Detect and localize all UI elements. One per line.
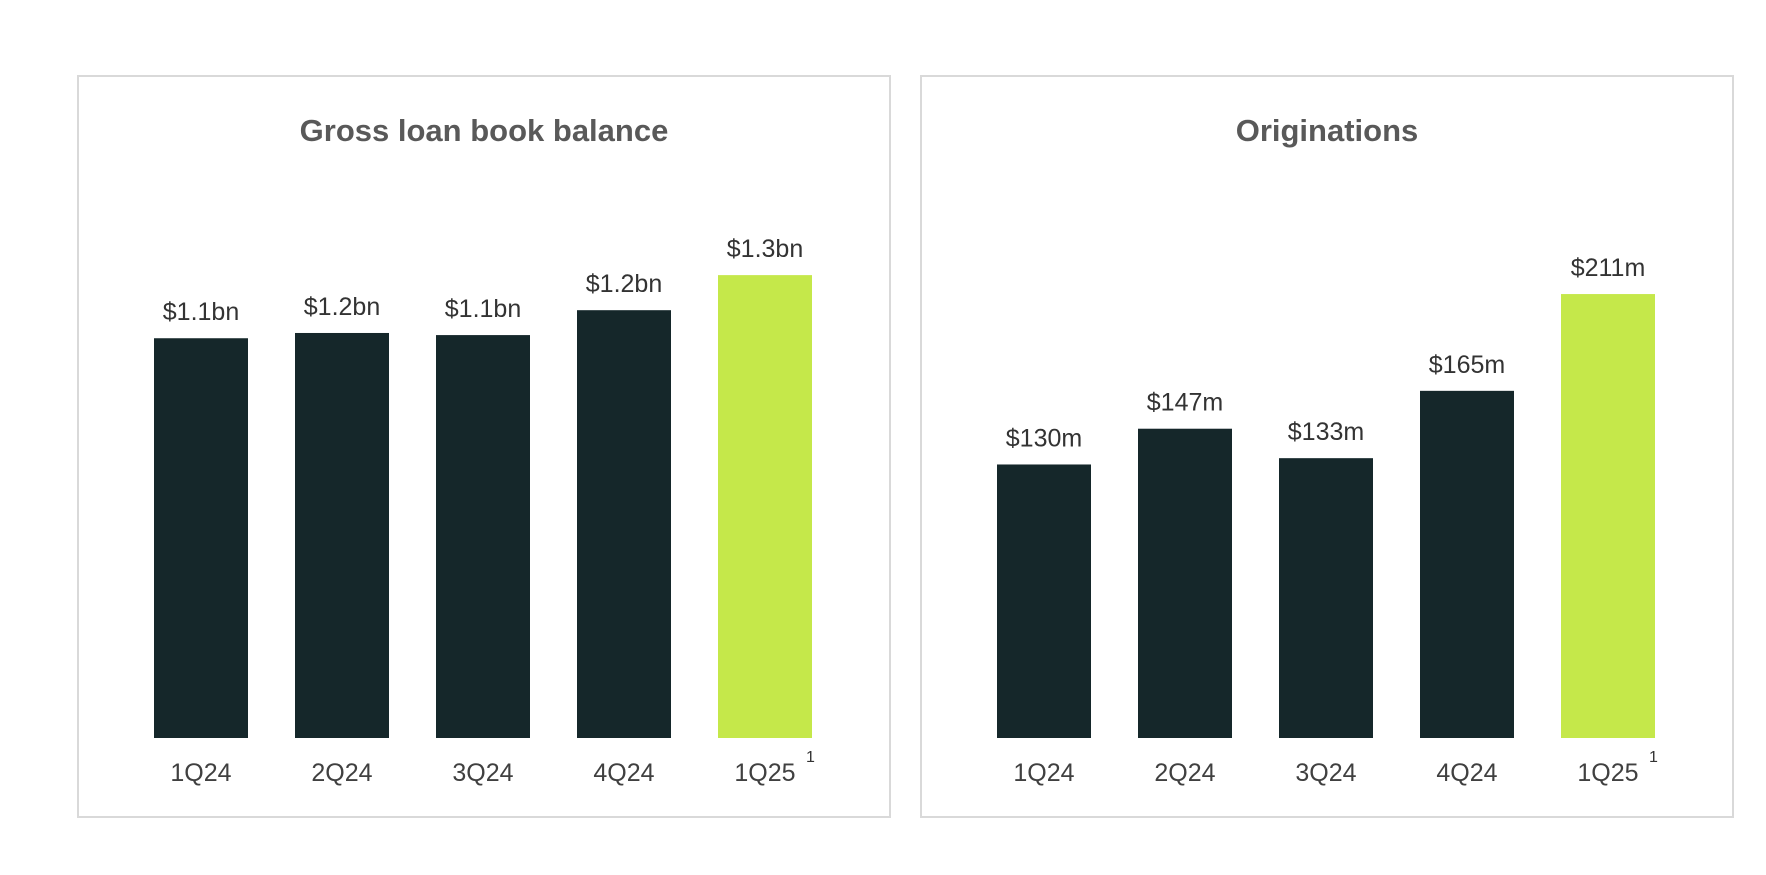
x-tick-label: 3Q24: [1295, 759, 1356, 787]
x-tick-label: 1Q24: [1013, 759, 1074, 787]
value-label: $1.2bn: [304, 293, 380, 321]
value-label: $165m: [1429, 351, 1505, 379]
x-tick-label: 4Q24: [1436, 759, 1497, 787]
x-tick-label: 1Q25: [734, 759, 795, 787]
bar: [1279, 458, 1373, 738]
value-label: $1.1bn: [163, 298, 239, 326]
value-label: $1.1bn: [445, 295, 521, 323]
footnote-marker: 1: [1649, 749, 1658, 766]
value-label: $1.3bn: [727, 235, 803, 263]
x-tick-label: 3Q24: [452, 759, 513, 787]
value-label: $133m: [1288, 418, 1364, 446]
chart-title: Gross loan book balance: [300, 113, 669, 148]
value-label: $211m: [1571, 254, 1646, 282]
value-label: $130m: [1006, 424, 1082, 452]
bar: [1138, 428, 1232, 738]
value-label: $147m: [1147, 389, 1223, 417]
x-tick-label: 2Q24: [311, 759, 372, 787]
value-label: $1.2bn: [586, 270, 662, 298]
bar: [295, 332, 389, 738]
x-tick-label: 2Q24: [1154, 759, 1215, 787]
bar: [1420, 390, 1514, 738]
chart-title: Originations: [1236, 113, 1419, 148]
x-tick-label: 1Q25: [1577, 759, 1638, 787]
x-tick-label: 4Q24: [593, 759, 654, 787]
bar: [154, 338, 248, 738]
bar: [997, 464, 1091, 738]
x-tick-label: 1Q24: [170, 759, 231, 787]
bar: [1561, 294, 1655, 738]
bar: [436, 335, 530, 738]
bar: [718, 275, 812, 738]
bar: [577, 310, 671, 738]
footnote-marker: 1: [806, 749, 815, 766]
